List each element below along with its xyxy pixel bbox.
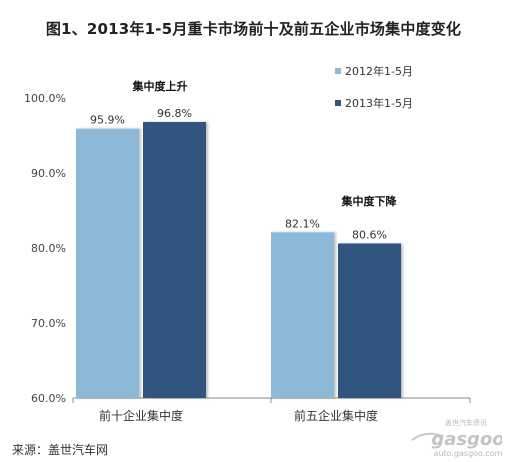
annotation-down: 集中度下降 <box>341 194 398 208</box>
x-axis-labels: 前十企业集中度 前五企业集中度 <box>99 408 378 423</box>
x-category-label: 前五企业集中度 <box>294 408 378 423</box>
y-tick-label: 100.0% <box>24 92 66 105</box>
y-axis-ticks: 60.0% 70.0% 80.0% 90.0% 100.0% <box>24 92 66 405</box>
watermark-top-text: 盖世汽车资讯 <box>445 418 487 427</box>
y-tick-label: 90.0% <box>31 167 66 180</box>
watermark-url-text: auto.gasgoo.com <box>434 449 502 458</box>
chart-title: 图1、2013年1-5月重卡市场前十及前五企业市场集中度变化 <box>45 20 462 38</box>
legend-label-2012: 2012年1-5月 <box>345 64 413 78</box>
legend-label-2013: 2013年1-5月 <box>345 96 413 110</box>
data-label: 80.6% <box>352 229 387 242</box>
bar-2012-0 <box>76 128 139 398</box>
watermark-logo-text: gasgoo <box>431 429 502 450</box>
legend-swatch-2013 <box>335 100 341 106</box>
bar-2012-1 <box>271 232 334 398</box>
data-label: 96.8% <box>157 107 192 120</box>
value-labels: 95.9% 82.1% 96.8% 80.6% <box>90 107 387 242</box>
source-note: 来源：盖世汽车网 <box>12 443 109 457</box>
legend: 2012年1-5月 2013年1-5月 <box>335 64 413 110</box>
y-tick-label: 60.0% <box>31 392 66 405</box>
gasgoo-watermark-logo: 盖世汽车资讯 gasgoo auto.gasgoo.com <box>411 418 502 458</box>
annotation-up: 集中度上升 <box>132 79 188 93</box>
bars <box>76 122 401 398</box>
data-label: 95.9% <box>90 114 125 127</box>
y-tick-label: 70.0% <box>31 317 66 330</box>
x-category-label: 前十企业集中度 <box>99 408 183 423</box>
bar-2013-1 <box>338 243 401 398</box>
data-label: 82.1% <box>285 217 320 230</box>
y-tick-label: 80.0% <box>31 242 66 255</box>
watermark-swoosh-icon <box>411 432 443 441</box>
bar-2013-0 <box>143 122 206 398</box>
legend-swatch-2012 <box>335 68 341 74</box>
